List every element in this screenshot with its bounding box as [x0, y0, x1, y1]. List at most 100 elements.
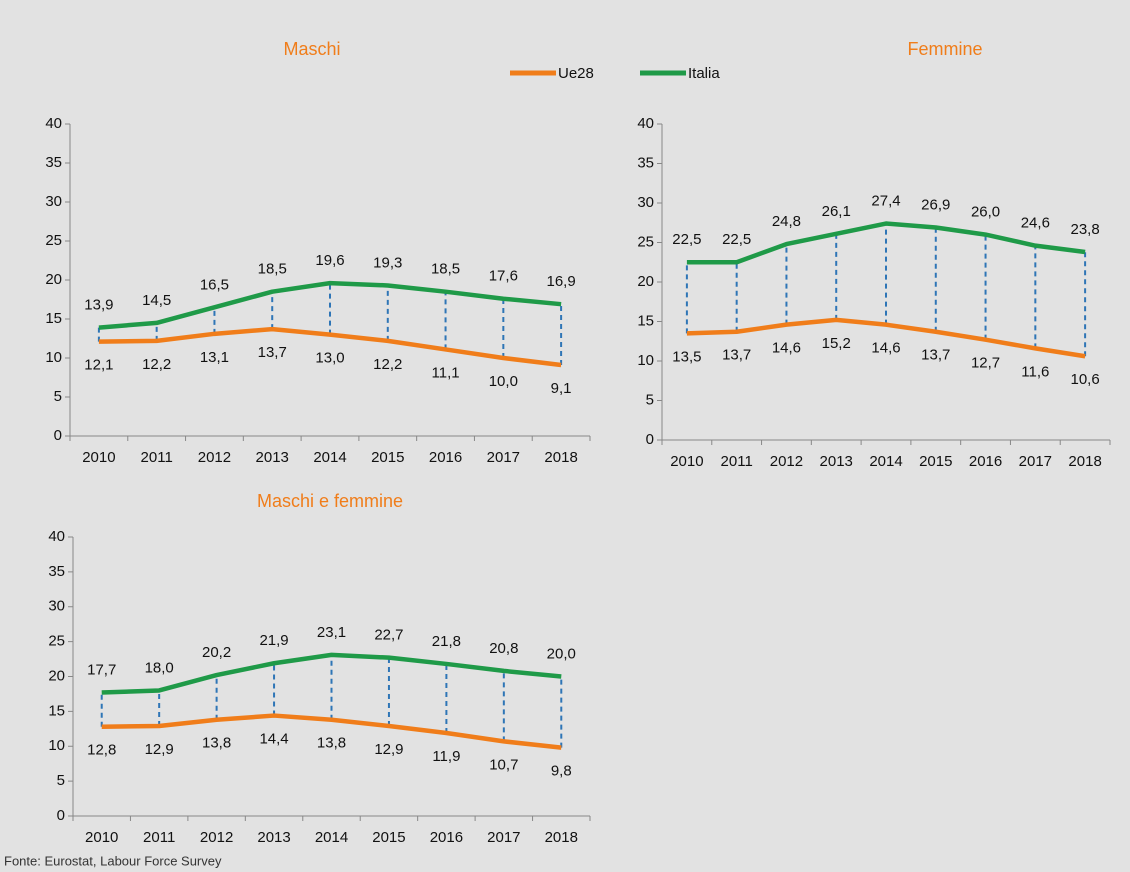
- y-tick-label: 30: [45, 193, 62, 210]
- data-label: 12,8: [87, 742, 116, 759]
- y-tick-label: 40: [48, 528, 65, 545]
- chart-title: Maschi e femmine: [257, 491, 403, 511]
- x-tick-label: 2014: [313, 449, 346, 466]
- y-tick-label: 40: [637, 115, 654, 132]
- y-tick-label: 10: [48, 737, 65, 754]
- source: Fonte: Eurostat, Labour Force Survey: [4, 853, 222, 868]
- y-tick-label: 35: [48, 563, 65, 580]
- x-tick-label: 2012: [198, 449, 231, 466]
- x-tick-label: 2016: [429, 449, 462, 466]
- x-tick-label: 2016: [430, 829, 463, 846]
- data-label: 17,6: [489, 268, 518, 285]
- y-tick-label: 15: [637, 312, 654, 329]
- x-tick-label: 2017: [1019, 453, 1052, 470]
- x-tick-label: 2013: [256, 449, 289, 466]
- y-tick-label: 35: [637, 154, 654, 171]
- data-label: 18,5: [431, 261, 460, 278]
- data-label: 14,4: [259, 731, 288, 748]
- x-tick-label: 2013: [257, 829, 290, 846]
- y-tick-label: 0: [646, 431, 654, 448]
- data-label: 13,0: [315, 350, 344, 367]
- x-tick-label: 2015: [919, 453, 952, 470]
- data-label: 12,9: [145, 741, 174, 758]
- legend-label: Ue28: [558, 65, 594, 82]
- data-label: 10,7: [489, 756, 518, 773]
- x-tick-label: 2012: [200, 829, 233, 846]
- series-line: [101, 652, 562, 695]
- data-label: 23,8: [1071, 221, 1100, 238]
- data-label: 22,5: [722, 231, 751, 248]
- y-tick-label: 30: [637, 194, 654, 211]
- data-label: 14,6: [871, 340, 900, 357]
- x-tick-label: 2015: [371, 449, 404, 466]
- chart-title: Femmine: [907, 39, 982, 59]
- data-label: 13,7: [258, 344, 287, 361]
- data-label: 19,6: [315, 252, 344, 269]
- x-tick-label: 2013: [820, 453, 853, 470]
- x-tick-label: 2014: [869, 453, 902, 470]
- x-tick-label: 2015: [372, 829, 405, 846]
- y-tick-label: 0: [57, 807, 65, 824]
- data-label: 10,0: [489, 373, 518, 390]
- data-label: 17,7: [87, 662, 116, 679]
- data-label: 13,9: [84, 297, 113, 314]
- data-label: 13,8: [317, 735, 346, 752]
- series-line: [686, 221, 1086, 265]
- data-label: 19,3: [373, 254, 402, 271]
- data-label: 24,8: [772, 213, 801, 230]
- x-tick-label: 2014: [315, 829, 348, 846]
- x-tick-label: 2016: [969, 453, 1002, 470]
- data-label: 20,2: [202, 644, 231, 661]
- y-tick-label: 15: [45, 310, 62, 327]
- data-label: 26,0: [971, 204, 1000, 221]
- x-tick-label: 2011: [143, 829, 175, 846]
- data-label: 26,1: [822, 203, 851, 220]
- data-label: 20,8: [489, 640, 518, 657]
- data-label: 14,5: [142, 292, 171, 309]
- data-label: 12,2: [373, 356, 402, 373]
- legend-label: Italia: [688, 65, 720, 82]
- x-tick-label: 2018: [545, 829, 578, 846]
- y-tick-label: 0: [54, 427, 62, 444]
- data-label: 15,2: [822, 335, 851, 352]
- y-tick-label: 20: [48, 667, 65, 684]
- y-tick-label: 5: [54, 388, 62, 405]
- data-label: 9,1: [551, 380, 572, 397]
- x-tick-label: 2010: [82, 449, 115, 466]
- x-tick-label: 2018: [544, 449, 577, 466]
- data-label: 18,5: [258, 261, 287, 278]
- y-tick-label: 35: [45, 154, 62, 171]
- data-label: 20,0: [547, 645, 576, 662]
- data-label: 12,7: [971, 355, 1000, 372]
- data-label: 12,9: [374, 741, 403, 758]
- data-label: 23,1: [317, 624, 346, 641]
- series-line: [98, 280, 562, 330]
- data-label: 21,8: [432, 633, 461, 650]
- data-label: 11,1: [432, 364, 460, 381]
- x-tick-label: 2011: [721, 453, 753, 470]
- data-label: 10,6: [1071, 371, 1100, 388]
- data-label: 12,1: [84, 357, 113, 374]
- x-tick-label: 2012: [770, 453, 803, 470]
- data-label: 27,4: [871, 193, 900, 210]
- data-label: 26,9: [921, 196, 950, 213]
- y-tick-label: 30: [48, 598, 65, 615]
- data-label: 22,5: [672, 231, 701, 248]
- series-line: [686, 317, 1086, 359]
- x-tick-label: 2017: [487, 449, 520, 466]
- y-tick-label: 25: [48, 633, 65, 650]
- data-label: 21,9: [259, 632, 288, 649]
- data-label: 24,6: [1021, 215, 1050, 232]
- chart-title: Maschi: [283, 39, 340, 59]
- data-label: 14,6: [772, 340, 801, 357]
- data-label: 16,5: [200, 276, 229, 293]
- y-tick-label: 25: [45, 232, 62, 249]
- data-label: 13,7: [921, 347, 950, 364]
- data-label: 13,7: [722, 347, 751, 364]
- series-line: [101, 713, 562, 750]
- data-label: 16,9: [547, 273, 576, 290]
- y-tick-label: 10: [45, 349, 62, 366]
- data-label: 9,8: [551, 763, 572, 780]
- data-label: 12,2: [142, 356, 171, 373]
